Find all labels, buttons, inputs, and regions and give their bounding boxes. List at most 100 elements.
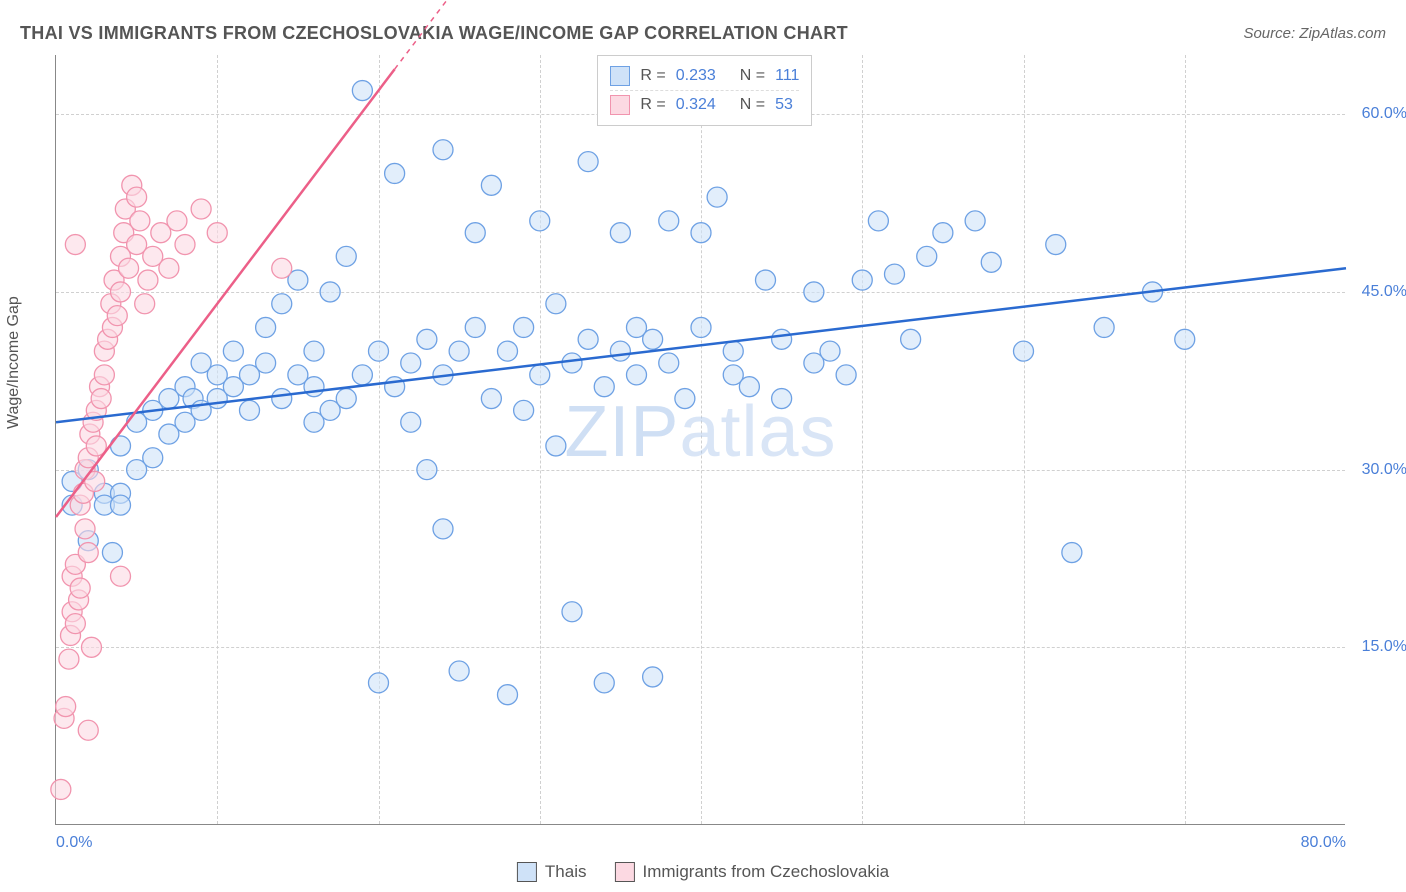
data-point — [111, 282, 131, 302]
data-point — [336, 389, 356, 409]
data-point — [272, 294, 292, 314]
data-point — [610, 223, 630, 243]
legend-label: Immigrants from Czechoslovakia — [643, 862, 890, 882]
data-point — [465, 223, 485, 243]
data-point — [102, 543, 122, 563]
data-point — [594, 673, 614, 693]
data-point — [65, 614, 85, 634]
data-point — [433, 140, 453, 160]
data-point — [836, 365, 856, 385]
legend-row: R =0.324N =53 — [610, 90, 799, 119]
data-point — [256, 353, 276, 373]
data-point — [78, 720, 98, 740]
data-point — [627, 365, 647, 385]
correlation-legend: R =0.233N =111R =0.324N =53 — [597, 55, 812, 126]
data-point — [530, 365, 550, 385]
data-point — [320, 282, 340, 302]
data-point — [91, 389, 111, 409]
trend-line — [56, 69, 395, 517]
data-point — [449, 661, 469, 681]
data-point — [546, 294, 566, 314]
data-point — [1014, 341, 1034, 361]
data-point — [901, 329, 921, 349]
data-point — [756, 270, 776, 290]
data-point — [852, 270, 872, 290]
legend-item: Immigrants from Czechoslovakia — [615, 862, 890, 882]
data-point — [75, 519, 95, 539]
data-point — [107, 306, 127, 326]
data-point — [272, 389, 292, 409]
data-point — [256, 317, 276, 337]
data-point — [159, 258, 179, 278]
legend-swatch — [517, 862, 537, 882]
data-point — [1175, 329, 1195, 349]
data-point — [223, 341, 243, 361]
y-axis-label: Wage/Income Gap — [5, 296, 23, 429]
data-point — [240, 400, 260, 420]
data-point — [643, 667, 663, 687]
y-tick-label: 60.0% — [1362, 105, 1406, 123]
data-point — [1094, 317, 1114, 337]
data-point — [739, 377, 759, 397]
data-point — [562, 602, 582, 622]
data-point — [965, 211, 985, 231]
data-point — [707, 187, 727, 207]
data-point — [578, 329, 598, 349]
data-point — [917, 246, 937, 266]
data-point — [804, 282, 824, 302]
data-point — [514, 317, 534, 337]
data-point — [304, 377, 324, 397]
data-point — [465, 317, 485, 337]
data-point — [385, 163, 405, 183]
source-text: Source: ZipAtlas.com — [1243, 25, 1386, 42]
data-point — [481, 389, 501, 409]
n-label: N = — [740, 67, 765, 85]
data-point — [530, 211, 550, 231]
data-point — [659, 353, 679, 373]
data-point — [610, 341, 630, 361]
r-label: R = — [640, 96, 665, 114]
data-point — [659, 211, 679, 231]
data-point — [772, 389, 792, 409]
data-point — [498, 685, 518, 705]
data-point — [336, 246, 356, 266]
data-point — [272, 258, 292, 278]
data-point — [675, 389, 695, 409]
data-point — [369, 341, 389, 361]
data-point — [481, 175, 501, 195]
data-point — [119, 258, 139, 278]
data-point — [135, 294, 155, 314]
data-point — [65, 235, 85, 255]
trend-line — [56, 268, 1346, 422]
data-point — [304, 341, 324, 361]
data-point — [167, 211, 187, 231]
data-point — [401, 412, 421, 432]
data-point — [111, 566, 131, 586]
x-tick-label: 0.0% — [56, 834, 92, 852]
data-point — [94, 365, 114, 385]
data-point — [78, 543, 98, 563]
data-point — [70, 578, 90, 598]
chart-plot-area: ZIPatlas 15.0%30.0%45.0%60.0% 0.0%80.0% … — [55, 55, 1345, 825]
data-point — [385, 377, 405, 397]
n-value: 53 — [775, 96, 793, 114]
data-point — [369, 673, 389, 693]
legend-label: Thais — [545, 862, 587, 882]
data-point — [546, 436, 566, 456]
r-label: R = — [640, 67, 665, 85]
data-point — [981, 252, 1001, 272]
data-point — [191, 199, 211, 219]
data-point — [772, 329, 792, 349]
y-tick-label: 30.0% — [1362, 461, 1406, 479]
data-point — [562, 353, 582, 373]
data-point — [1062, 543, 1082, 563]
scatter-svg — [56, 55, 1345, 824]
data-point — [81, 637, 101, 657]
n-value: 111 — [775, 67, 799, 85]
data-point — [59, 649, 79, 669]
data-point — [175, 235, 195, 255]
data-point — [498, 341, 518, 361]
legend-swatch — [610, 66, 630, 86]
data-point — [868, 211, 888, 231]
data-point — [56, 697, 76, 717]
